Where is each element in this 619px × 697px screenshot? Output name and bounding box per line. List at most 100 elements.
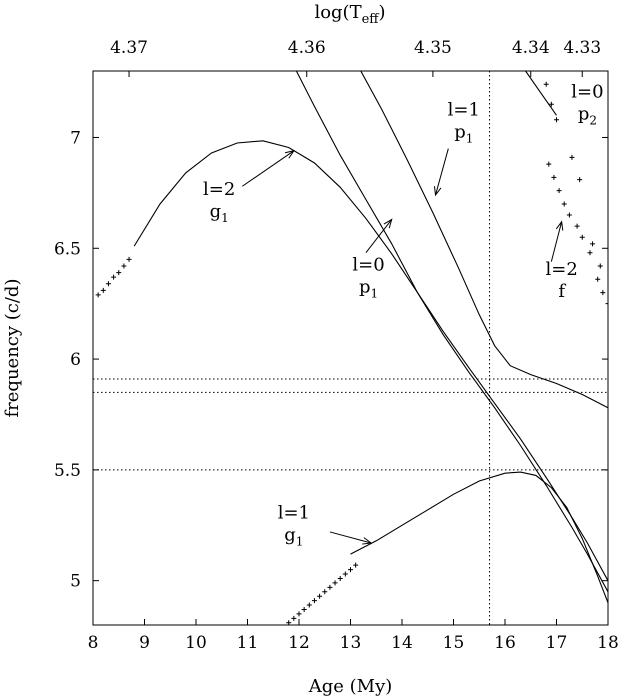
plot-frame	[92, 70, 609, 626]
annotation-mode-degree: l=1	[278, 503, 310, 524]
top-axis-title-sub: eff	[362, 12, 381, 27]
annotation-mode-degree: l=1	[448, 99, 480, 120]
x-tick-label: 10	[185, 633, 207, 653]
series-point	[306, 602, 312, 608]
y-tick-label: 5.5	[54, 461, 81, 481]
annotation-mode-name: g1	[284, 525, 303, 549]
series-point	[337, 575, 343, 581]
x-tick-label: 15	[443, 633, 465, 653]
y-tick-label: 6	[70, 350, 81, 370]
series-point	[116, 270, 122, 276]
annotation-arrowhead	[383, 218, 393, 229]
series-point	[317, 593, 323, 599]
top-axis-title-close: )	[379, 2, 386, 23]
ticks-group: 8 9 10 11 12 13 14 15 16 17 18 5 5.5 6 6.5 7 4.37 4.36 4.3…	[54, 38, 619, 653]
annotation-mode-name: p1	[454, 121, 473, 145]
series-point	[605, 301, 608, 307]
annotation-arrow	[434, 148, 449, 196]
annotation-mode-degree: l=2	[546, 259, 578, 280]
annotation-arrow	[329, 531, 372, 544]
series-point	[587, 250, 593, 256]
x-axis-title: Age (My)	[308, 676, 393, 697]
y-tick-label: 7	[70, 128, 81, 148]
series-point	[590, 241, 596, 247]
annotation-mode-degree: l=0	[352, 254, 384, 275]
series-line	[360, 71, 608, 409]
series-point	[332, 580, 338, 586]
x-tick-label: 11	[237, 633, 259, 653]
annotation-mode-name: g1	[210, 201, 229, 225]
series-point	[353, 562, 359, 568]
annotation-arrowhead	[433, 186, 442, 197]
top-tick-label: 4.37	[110, 38, 148, 58]
series-line	[295, 71, 608, 593]
top-tick-label: 4.36	[288, 38, 326, 58]
series-point	[546, 161, 552, 167]
series-point	[311, 598, 317, 604]
series-point	[342, 571, 348, 577]
reference-lines	[93, 71, 608, 625]
series-point	[561, 201, 567, 207]
series-point	[556, 188, 562, 194]
x-tick-label: 18	[597, 633, 619, 653]
top-tick-label: 4.35	[414, 38, 452, 58]
annotation-arrow	[242, 150, 295, 187]
series-point	[105, 281, 111, 287]
series-group	[95, 71, 608, 625]
series-line	[525, 71, 557, 116]
y-axis-title: frequency (c/d)	[2, 279, 23, 418]
x-tick-label: 14	[391, 633, 413, 653]
arrows-group	[242, 148, 564, 545]
series-point	[595, 276, 601, 282]
annotation-mode-name: p2	[578, 104, 597, 128]
x-tick-label: 12	[288, 633, 310, 653]
series-point	[600, 290, 606, 296]
series-point	[577, 177, 583, 183]
series-line	[350, 471, 608, 603]
series-point	[574, 223, 580, 229]
series-point	[597, 263, 603, 269]
series-line	[133, 140, 608, 581]
annotation-mode-name: f	[558, 281, 566, 302]
series-point	[569, 154, 575, 160]
top-tick-label: 4.33	[563, 38, 601, 58]
series-point	[286, 620, 292, 625]
top-axis-title: log(Teff)	[314, 2, 385, 27]
series-point	[322, 589, 328, 595]
series-point	[111, 274, 117, 280]
x-tick-label: 9	[139, 633, 150, 653]
x-tick-label: 13	[340, 633, 362, 653]
top-tick-label: 4.34	[512, 38, 550, 58]
series-point	[554, 117, 559, 123]
series-point	[566, 212, 572, 218]
x-tick-label: 17	[546, 633, 568, 653]
series-point	[291, 615, 297, 621]
series-point	[548, 101, 554, 107]
annotation-arrowhead	[555, 220, 564, 231]
series-point	[126, 256, 132, 262]
annotation-arrowhead	[362, 537, 373, 545]
x-tick-label: 8	[88, 633, 99, 653]
annotation-mode-degree: l=0	[571, 82, 603, 103]
series-point	[100, 287, 106, 293]
y-tick-label: 6.5	[54, 239, 81, 259]
series-point	[551, 174, 557, 180]
series-point	[296, 611, 302, 617]
x-tick-label: 16	[494, 633, 516, 653]
series-point	[301, 606, 307, 612]
series-point	[327, 584, 333, 590]
series-point	[121, 263, 127, 269]
series-point	[348, 567, 353, 573]
annotation-mode-name: p1	[359, 276, 378, 300]
series-point	[543, 81, 549, 87]
annotation-arrow	[550, 221, 563, 262]
top-axis-title-main: log(T	[314, 2, 361, 23]
series-point	[579, 234, 585, 240]
series-point	[95, 292, 101, 298]
annotation-mode-degree: l=2	[203, 179, 235, 200]
annotation-arrow	[365, 219, 393, 254]
y-tick-label: 5	[70, 572, 81, 592]
annotation-arrowhead	[284, 150, 295, 159]
